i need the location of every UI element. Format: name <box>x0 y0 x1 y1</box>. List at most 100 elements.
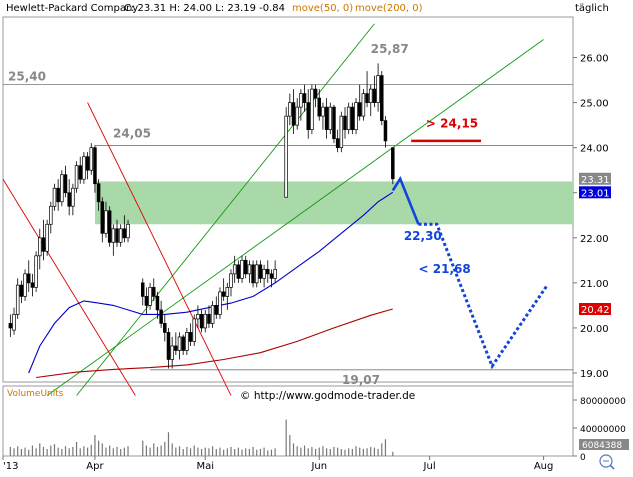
ma200-legend: move(200, 0) <box>355 3 423 14</box>
candle-body <box>232 264 237 275</box>
level-annotation: 22,30 <box>404 229 442 243</box>
candle-body <box>269 273 274 279</box>
level-annotation: 25,87 <box>371 42 409 56</box>
time-tick-label: '13 <box>3 461 18 472</box>
candle-body <box>56 187 60 203</box>
zoom-icon[interactable] <box>599 454 615 470</box>
candle-body <box>82 156 86 180</box>
candle-body <box>63 174 68 194</box>
time-tick-label: Aug <box>534 461 554 472</box>
candle-body <box>346 106 351 131</box>
candle-body <box>310 88 314 131</box>
price-badge-label: 23.31 <box>581 175 610 186</box>
candle-body <box>196 314 200 320</box>
candle-body <box>192 318 196 342</box>
candle-body <box>170 345 174 360</box>
volume-label: VolumeUnits <box>7 389 64 399</box>
trend-line-green <box>76 23 375 396</box>
candle-body <box>177 336 182 351</box>
candle-body <box>74 165 79 189</box>
level-label: 19,07 <box>342 373 380 387</box>
candle-body <box>339 115 344 149</box>
time-tick-label: Apr <box>86 461 104 472</box>
candle-body <box>19 284 24 297</box>
candle-body <box>299 93 303 108</box>
candle-body <box>174 345 178 351</box>
candle-body <box>302 93 307 103</box>
candle-body <box>118 228 123 243</box>
price-badge-label: 20.42 <box>581 305 610 316</box>
volume-badge <box>579 439 629 450</box>
ma50-line <box>28 191 394 374</box>
candle-body <box>30 282 35 288</box>
candle-body <box>166 332 171 360</box>
candle-body <box>354 102 358 131</box>
candle-body <box>243 259 248 275</box>
volume-badge-label: 6084388 <box>582 441 622 451</box>
candle-body <box>229 273 233 288</box>
candle-body <box>335 138 340 149</box>
candle-body <box>126 223 130 239</box>
candle-body <box>273 268 277 279</box>
support-zone <box>94 181 573 225</box>
level-annotation: < 21,68 <box>419 262 471 276</box>
candle-body <box>203 314 208 329</box>
candle-body <box>155 296 160 311</box>
price-tick-label: 19.00 <box>580 369 609 380</box>
price-tick-label: 22.00 <box>580 234 609 245</box>
candle-body <box>313 88 318 99</box>
candle-body <box>262 268 266 279</box>
price-badge <box>579 303 611 315</box>
candle-body <box>100 201 105 234</box>
trend-line-green <box>46 39 544 396</box>
candle-body <box>391 147 395 180</box>
candle-body <box>185 332 189 351</box>
candle-body <box>207 314 211 324</box>
candle-body <box>266 268 270 275</box>
level-label: 25,40 <box>8 70 46 84</box>
candle-body <box>93 147 97 185</box>
candle-body <box>376 75 380 103</box>
projection-solid <box>391 175 420 225</box>
candle-body <box>247 264 252 275</box>
candle-body <box>258 264 263 279</box>
candle-body <box>163 323 167 333</box>
time-tick-label: Jun <box>310 461 327 472</box>
candle-body <box>122 228 127 239</box>
interval-label: täglich <box>575 3 609 14</box>
candle-body <box>85 156 90 171</box>
candle-body <box>78 165 82 180</box>
ma50-legend: move(50, 0) <box>292 3 353 14</box>
candle-body <box>306 102 310 131</box>
price-badge <box>579 172 611 185</box>
candle-body <box>23 273 27 297</box>
projection-dotted <box>418 222 549 370</box>
candle-body <box>214 305 219 315</box>
candle-body <box>38 237 42 257</box>
candle-body <box>343 115 347 131</box>
candle-body <box>218 291 222 315</box>
candle-body <box>240 259 244 279</box>
candle-body <box>332 106 336 140</box>
price-tick-label: 21.00 <box>580 279 609 290</box>
candle-body <box>188 332 193 342</box>
volume-tick-label: 80000000 <box>580 397 626 407</box>
time-tick-label: Jul <box>423 461 436 472</box>
candle-body <box>221 291 226 297</box>
candle-body <box>324 106 329 131</box>
candle-body <box>41 237 46 252</box>
price-badge-label: 23.01 <box>581 188 610 199</box>
candle-body <box>254 264 259 284</box>
candle-body <box>115 228 119 243</box>
candle-body <box>8 323 13 329</box>
candle-body <box>144 296 149 306</box>
candle-body <box>372 88 377 103</box>
price-badge <box>579 186 611 199</box>
candle-body <box>52 187 57 207</box>
candle-body <box>251 264 255 284</box>
quote-text: C: 23.31 H: 24.00 L: 23.19 -0.84 <box>124 3 285 14</box>
candle-body <box>152 287 156 297</box>
